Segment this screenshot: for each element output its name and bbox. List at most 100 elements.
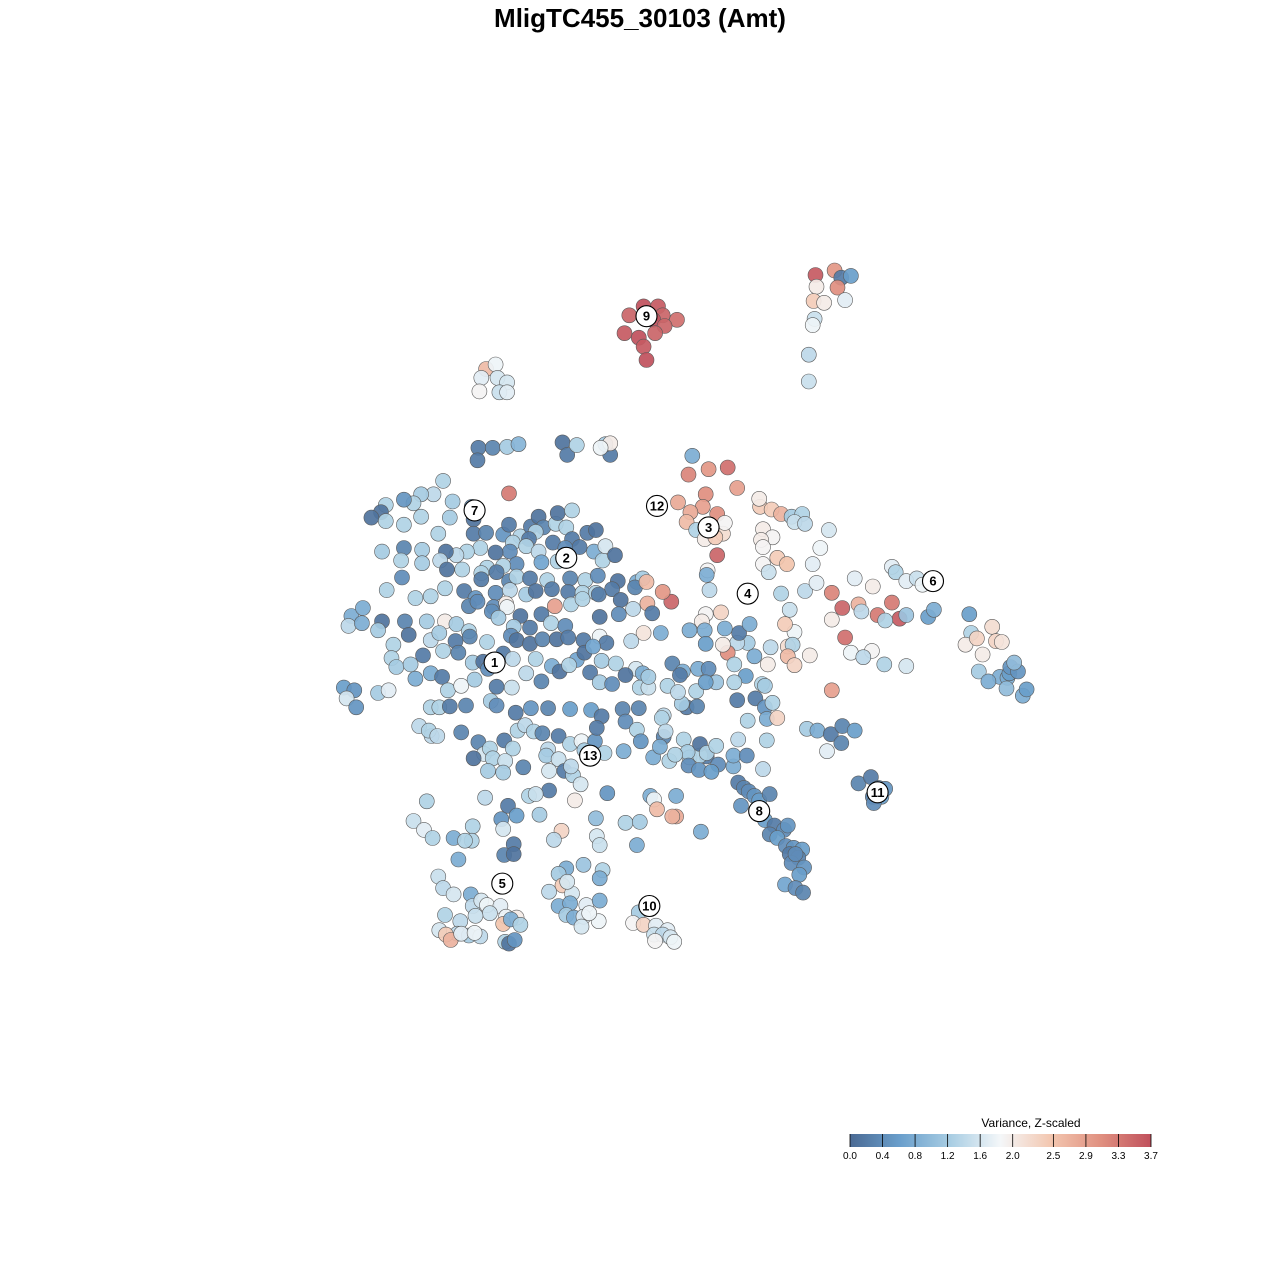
data-point: [703, 763, 720, 780]
data-point: [762, 639, 779, 656]
data-point: [598, 635, 615, 651]
cluster-label-marker: [697, 516, 720, 539]
legend-tick-label: 1.2: [941, 1151, 955, 1162]
data-point: [797, 515, 813, 532]
data-point: [850, 775, 867, 792]
data-point: [592, 439, 609, 456]
data-point: [708, 737, 725, 754]
data-point: [621, 307, 638, 324]
data-point: [544, 581, 560, 598]
data-point: [926, 601, 942, 618]
data-point: [804, 556, 821, 572]
data-point: [700, 461, 717, 478]
data-point: [993, 634, 1010, 650]
data-point: [510, 436, 527, 453]
data-point: [453, 677, 470, 694]
cluster-label: 12: [645, 494, 669, 517]
data-point: [970, 663, 987, 680]
cluster-label: 13: [579, 744, 602, 767]
data-point: [473, 571, 490, 588]
data-point: [568, 437, 585, 453]
data-point: [887, 564, 904, 581]
data-point: [998, 680, 1015, 697]
data-point: [591, 837, 608, 853]
data-point: [617, 713, 634, 730]
data-point: [377, 513, 394, 529]
data-point: [444, 493, 461, 510]
legend-tick-label: 3.3: [1112, 1151, 1126, 1162]
data-point: [1018, 681, 1035, 698]
data-point: [431, 625, 448, 641]
data-point: [821, 522, 837, 538]
data-point: [466, 671, 483, 688]
cluster-label-text: 4: [744, 586, 752, 601]
data-point: [402, 656, 419, 673]
data-point: [649, 801, 665, 818]
data-point: [441, 509, 458, 526]
data-point: [698, 567, 715, 583]
data-point: [693, 823, 709, 840]
data-point: [797, 583, 813, 599]
data-point: [540, 700, 556, 717]
data-point: [597, 538, 614, 555]
data-point: [599, 785, 616, 802]
legend-tick-label: 0.4: [876, 1151, 890, 1162]
data-point: [441, 698, 458, 715]
data-point: [853, 603, 870, 620]
data-point: [837, 629, 853, 646]
legend-tick-label: 2.9: [1079, 1151, 1093, 1162]
data-point: [801, 647, 818, 664]
legend-colorbar: [850, 1134, 1151, 1147]
data-point: [631, 814, 648, 830]
data-point: [781, 601, 798, 618]
data-point: [490, 609, 507, 626]
data-point: [608, 655, 624, 672]
cluster-label-marker: [483, 651, 506, 674]
data-point: [757, 677, 773, 694]
data-point: [729, 692, 746, 709]
cluster-label-text: 2: [563, 550, 570, 565]
data-point: [495, 821, 512, 837]
data-point: [453, 724, 470, 741]
data-point: [719, 459, 736, 476]
data-point: [617, 814, 634, 831]
data-point: [670, 494, 686, 511]
legend-tick-label: 0.8: [908, 1151, 922, 1162]
data-point: [418, 613, 435, 630]
data-point: [374, 543, 390, 560]
data-point: [746, 648, 763, 665]
data-point: [523, 700, 539, 717]
cluster-label-text: 9: [643, 309, 650, 324]
data-point: [440, 682, 456, 699]
data-point: [709, 547, 726, 564]
data-point: [430, 525, 447, 542]
data-point: [689, 698, 705, 715]
data-point: [388, 659, 405, 675]
data-point: [680, 466, 697, 483]
data-point: [808, 278, 825, 295]
data-point: [809, 722, 826, 739]
data-point: [816, 294, 832, 311]
data-point: [393, 552, 409, 569]
cluster-label-marker: [463, 499, 486, 522]
data-point: [786, 657, 803, 674]
data-point: [422, 588, 439, 605]
data-point: [454, 561, 471, 578]
data-point: [507, 704, 524, 721]
data-point: [562, 701, 578, 717]
data-point: [429, 728, 446, 744]
data-point: [666, 933, 683, 950]
data-point: [503, 679, 520, 696]
cluster-label-text: 10: [642, 899, 656, 914]
data-point: [533, 606, 550, 623]
cluster-label-marker: [491, 872, 514, 895]
data-point: [761, 786, 778, 802]
data-point: [394, 569, 410, 586]
data-point: [738, 747, 755, 764]
data-point: [348, 699, 365, 716]
data-point: [739, 712, 756, 729]
data-point: [672, 667, 688, 683]
data-point: [846, 570, 863, 587]
